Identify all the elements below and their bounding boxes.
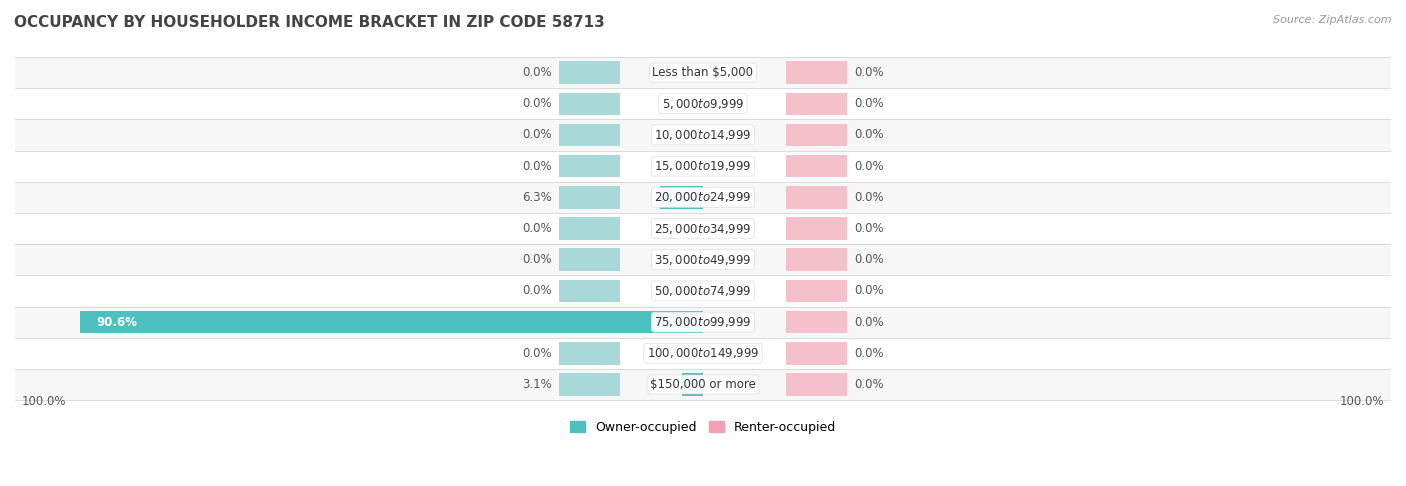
Bar [15, 338, 1391, 369]
Bar [786, 279, 848, 302]
Legend: Owner-occupied, Renter-occupied: Owner-occupied, Renter-occupied [565, 416, 841, 439]
Text: 0.0%: 0.0% [855, 191, 884, 204]
Bar [786, 248, 848, 271]
Bar [786, 124, 848, 146]
Bar [786, 61, 848, 84]
Bar [558, 248, 620, 271]
Text: $150,000 or more: $150,000 or more [650, 378, 756, 391]
Bar [558, 186, 620, 208]
Text: $50,000 to $74,999: $50,000 to $74,999 [654, 284, 752, 298]
Text: 6.3%: 6.3% [522, 191, 551, 204]
Text: 90.6%: 90.6% [97, 315, 138, 329]
Text: $25,000 to $34,999: $25,000 to $34,999 [654, 222, 752, 236]
Bar [558, 279, 620, 302]
Bar [682, 373, 703, 396]
Text: 0.0%: 0.0% [855, 378, 884, 391]
Text: OCCUPANCY BY HOUSEHOLDER INCOME BRACKET IN ZIP CODE 58713: OCCUPANCY BY HOUSEHOLDER INCOME BRACKET … [14, 15, 605, 30]
Bar [786, 311, 848, 333]
Text: 0.0%: 0.0% [855, 160, 884, 173]
Text: 0.0%: 0.0% [522, 128, 551, 141]
Bar [786, 155, 848, 177]
Text: 0.0%: 0.0% [855, 222, 884, 235]
Bar [558, 342, 620, 364]
Bar [558, 92, 620, 115]
Bar [558, 155, 620, 177]
Text: 0.0%: 0.0% [855, 284, 884, 297]
Bar [15, 213, 1391, 244]
Text: 0.0%: 0.0% [855, 128, 884, 141]
Text: Less than $5,000: Less than $5,000 [652, 66, 754, 79]
Text: 0.0%: 0.0% [522, 253, 551, 266]
Bar [786, 217, 848, 240]
Text: $10,000 to $14,999: $10,000 to $14,999 [654, 128, 752, 142]
Text: 0.0%: 0.0% [855, 253, 884, 266]
Text: 100.0%: 100.0% [22, 395, 66, 408]
Text: 0.0%: 0.0% [522, 222, 551, 235]
Bar [15, 120, 1391, 151]
Text: 0.0%: 0.0% [522, 66, 551, 79]
Text: 0.0%: 0.0% [855, 315, 884, 329]
Bar [558, 61, 620, 84]
Text: 0.0%: 0.0% [855, 347, 884, 360]
Bar [15, 182, 1391, 213]
Text: $35,000 to $49,999: $35,000 to $49,999 [654, 253, 752, 267]
Bar [786, 92, 848, 115]
Text: 0.0%: 0.0% [855, 66, 884, 79]
Text: $20,000 to $24,999: $20,000 to $24,999 [654, 191, 752, 204]
Text: 0.0%: 0.0% [522, 347, 551, 360]
Bar [80, 311, 703, 333]
Bar [15, 151, 1391, 182]
Bar [15, 275, 1391, 307]
Bar [15, 369, 1391, 400]
Text: 0.0%: 0.0% [855, 97, 884, 110]
Bar [786, 342, 848, 364]
Bar [15, 57, 1391, 88]
Text: 0.0%: 0.0% [522, 160, 551, 173]
Text: 0.0%: 0.0% [522, 97, 551, 110]
Text: 0.0%: 0.0% [522, 284, 551, 297]
Bar [786, 186, 848, 208]
Text: 100.0%: 100.0% [1340, 395, 1384, 408]
Text: 3.1%: 3.1% [522, 378, 551, 391]
Text: $5,000 to $9,999: $5,000 to $9,999 [662, 97, 744, 111]
Text: $100,000 to $149,999: $100,000 to $149,999 [647, 347, 759, 360]
Bar [558, 311, 620, 333]
Bar [558, 217, 620, 240]
Bar [15, 88, 1391, 120]
Bar [558, 124, 620, 146]
Bar [659, 186, 703, 208]
Text: $15,000 to $19,999: $15,000 to $19,999 [654, 159, 752, 173]
Bar [15, 244, 1391, 275]
Bar [15, 307, 1391, 338]
Bar [786, 373, 848, 396]
Text: $75,000 to $99,999: $75,000 to $99,999 [654, 315, 752, 329]
Text: Source: ZipAtlas.com: Source: ZipAtlas.com [1274, 15, 1392, 25]
Bar [558, 373, 620, 396]
